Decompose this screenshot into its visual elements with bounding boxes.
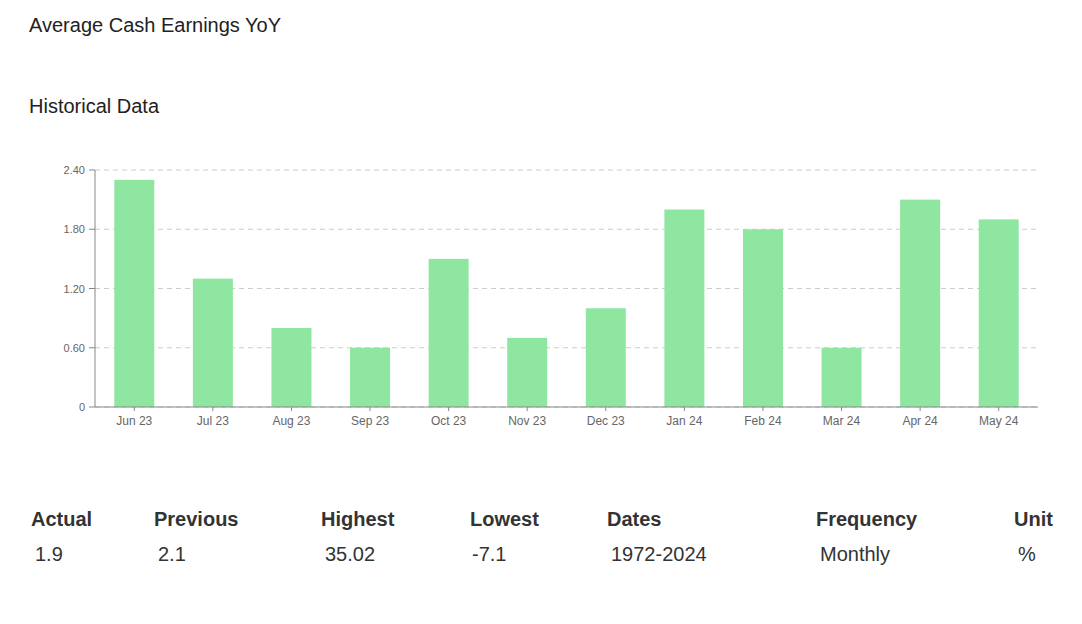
bar bbox=[979, 219, 1019, 407]
bar bbox=[586, 308, 626, 407]
bars bbox=[114, 180, 1018, 407]
stat-value: Monthly bbox=[820, 543, 890, 565]
bar bbox=[271, 328, 311, 407]
x-tick-label: Oct 23 bbox=[431, 414, 467, 428]
stat-label: Previous bbox=[154, 508, 238, 530]
grid-line bbox=[95, 229, 1038, 230]
bar bbox=[743, 229, 783, 407]
stat-value: 2.1 bbox=[158, 543, 186, 565]
stat-label: Frequency bbox=[816, 508, 918, 530]
x-tick-label: Mar 24 bbox=[823, 414, 861, 428]
stat-value: -7.1 bbox=[472, 543, 506, 565]
y-tick-label: 2.40 bbox=[64, 164, 85, 176]
stat-value: 1.9 bbox=[35, 543, 63, 565]
grid-line bbox=[95, 288, 1038, 289]
x-tick bbox=[684, 407, 685, 411]
bar bbox=[193, 279, 233, 407]
stat-value: 1972-2024 bbox=[611, 543, 707, 565]
tick-mark bbox=[89, 347, 95, 348]
grid-line bbox=[95, 347, 1038, 348]
x-tick bbox=[370, 407, 371, 411]
x-tick-label: Dec 23 bbox=[587, 414, 625, 428]
bar bbox=[429, 259, 469, 407]
y-axis bbox=[95, 170, 96, 407]
x-tick-label: Jul 23 bbox=[197, 414, 229, 428]
bar bbox=[664, 210, 704, 408]
stat-value: % bbox=[1018, 543, 1036, 565]
x-tick-label: Aug 23 bbox=[272, 414, 310, 428]
x-tick bbox=[998, 407, 999, 411]
x-tick bbox=[448, 407, 449, 411]
bar bbox=[822, 348, 862, 407]
stat-label: Actual bbox=[31, 508, 92, 530]
x-tick bbox=[762, 407, 763, 411]
stat-value: 35.02 bbox=[325, 543, 375, 565]
x-axis bbox=[95, 407, 1038, 408]
stat-label: Dates bbox=[607, 508, 661, 530]
x-tick bbox=[134, 407, 135, 411]
x-tick-label: May 24 bbox=[979, 414, 1019, 428]
stat-label: Unit bbox=[1014, 508, 1053, 530]
y-tick-label: 0.60 bbox=[64, 342, 85, 354]
subtitle: Historical Data bbox=[29, 95, 160, 117]
y-tick-label: 0 bbox=[79, 401, 85, 413]
x-tick-label: Jun 23 bbox=[116, 414, 152, 428]
grid-line bbox=[95, 170, 1038, 171]
tick-mark bbox=[89, 229, 95, 230]
x-tick bbox=[920, 407, 921, 411]
bar bbox=[114, 180, 154, 407]
x-tick bbox=[291, 407, 292, 411]
x-tick bbox=[212, 407, 213, 411]
bar bbox=[507, 338, 547, 407]
bar bbox=[900, 200, 940, 407]
stat-label: Lowest bbox=[470, 508, 539, 530]
x-tick bbox=[605, 407, 606, 411]
stat-label: Highest bbox=[321, 508, 395, 530]
x-tick bbox=[841, 407, 842, 411]
x-tick-label: Feb 24 bbox=[744, 414, 782, 428]
chart: Average Cash Earnings YoY Historical Data… bbox=[0, 0, 1082, 624]
tick-mark bbox=[89, 170, 95, 171]
y-tick-label: 1.80 bbox=[64, 223, 85, 235]
x-tick bbox=[527, 407, 528, 411]
tick-mark bbox=[89, 288, 95, 289]
tick-mark bbox=[89, 407, 95, 408]
y-tick-label: 1.20 bbox=[64, 283, 85, 295]
x-tick-label: Nov 23 bbox=[508, 414, 546, 428]
bar bbox=[350, 348, 390, 407]
grid-line bbox=[95, 407, 1038, 408]
x-tick-label: Apr 24 bbox=[902, 414, 938, 428]
x-tick-label: Jan 24 bbox=[666, 414, 702, 428]
title: Average Cash Earnings YoY bbox=[29, 14, 281, 36]
x-tick-label: Sep 23 bbox=[351, 414, 389, 428]
